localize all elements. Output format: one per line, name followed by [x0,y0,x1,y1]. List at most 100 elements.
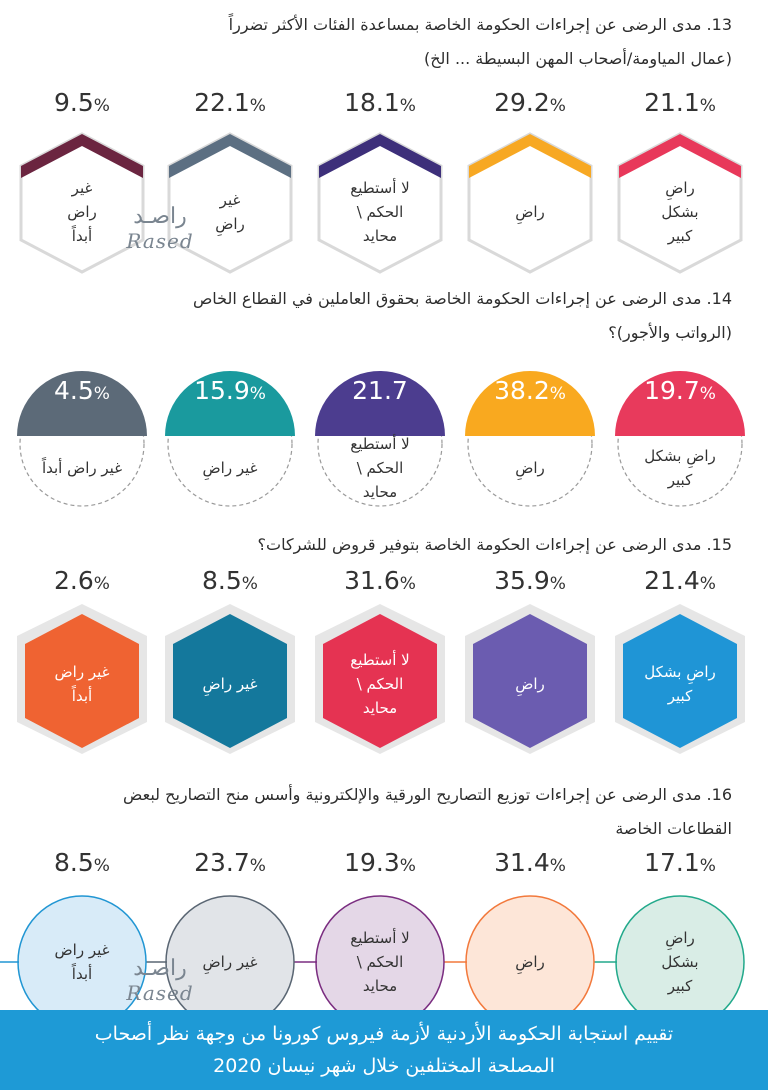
value-label: 19.3% [315,848,445,877]
percent-sign: % [249,384,266,404]
value-label: 8.5% [17,848,147,877]
percent-sign: % [399,856,416,876]
category-label-line: غير [219,191,241,209]
category-label: لا أستطيع الحكم \ محايد [315,176,445,248]
hexagon-shape [173,614,287,748]
category-label-line: أبداً [71,965,93,983]
category-item: 19.7% راضِ بشكل كبير [615,364,745,564]
shape-svg [165,371,295,507]
question-16-title-line1: 16. مدى الرضى عن إجراءات توزيع التصاريح … [123,785,732,804]
category-label-line: الحكم \ [356,675,404,693]
value-label: 23.7% [165,848,295,877]
question-14-chart: 19.7% راضِ بشكل كبير 38.2% راضِ 21.7 لا أستطيع… [0,364,768,564]
hexagon-shape [323,614,437,748]
value-label: 21.4% [615,566,745,595]
category-shape [315,371,445,538]
hexagon-cap [619,134,741,178]
percent-sign: % [93,96,110,116]
value-label: 22.1% [165,88,295,117]
category-label-line: كبير [667,977,693,995]
value-number: 31.4 [494,848,550,877]
category-shape [615,132,745,282]
question-16-title-line2: القطاعات الخاصة [615,819,732,838]
value-number: 9.5 [54,88,94,117]
value-number: 29.2 [494,88,550,117]
category-label: راضِ [465,950,595,974]
value-number: 31.6 [344,566,400,595]
category-label: لا أستطيع الحكم \ محايد [315,432,445,504]
category-item: 29.2% راضِ [465,88,595,288]
category-label: راضِ بشكل كبير [615,926,745,998]
category-label-line: أبداً [71,687,93,705]
footer-line1: تقييم استجابة الحكومة الأردنية لأزمة فير… [94,1023,674,1045]
hexagon-shape [25,614,139,748]
value-number: 23.7 [194,848,250,877]
value-number: 21.4 [644,566,700,595]
category-label: راضِ [465,456,595,480]
category-label-line: كبير [667,687,693,705]
hexagon-cap [21,134,143,178]
category-label: غير راض أبداً [17,660,147,708]
category-shape [465,604,595,754]
category-label: غير راض أبداً [17,176,147,248]
category-item: 9.5% غير راض أبداً [17,88,147,288]
value-label: 18.1% [315,88,445,117]
shape-svg [465,604,595,754]
category-label: غير راض أبداً [17,456,147,480]
category-label-line: لا أستطيع [350,929,410,947]
category-label-line: راضِ [665,179,695,197]
category-shape [165,604,295,754]
category-shape [17,371,147,538]
footer-banner: تقييم استجابة الحكومة الأردنية لأزمة فير… [0,1010,768,1090]
percent-sign: % [93,384,110,404]
category-label-line: غير راضِ [202,675,258,693]
percent-sign: % [241,574,258,594]
value-number: 19.7 [644,376,700,405]
value-label: 21.7 [315,376,445,405]
question-15-title-line1: 15. مدى الرضى عن إجراءات الحكومة الخاصة … [257,535,732,554]
category-label: غير راضِ [165,672,295,696]
value-number: 8.5 [202,566,242,595]
percent-sign: % [249,96,266,116]
percent-sign: % [93,574,110,594]
question-13-title-line1: 13. مدى الرضى عن إجراءات الحكومة الخاصة … [228,15,732,34]
category-label-line: لا أستطيع [350,435,410,453]
shape-svg [315,604,445,754]
category-shape [615,604,745,754]
value-label: 35.9% [465,566,595,595]
category-label-line: الحكم \ [356,459,404,477]
shape-svg [315,371,445,507]
category-shape [615,371,745,538]
percent-sign: % [549,384,566,404]
footer-line2: المصلحة المختلفين خلال شهر نيسان 2020 [213,1055,555,1077]
category-item: 21.7 لا أستطيع الحكم \ محايد [315,364,445,564]
circle-cap [165,371,295,436]
category-label-line: الحكم \ [356,203,404,221]
category-shape [465,132,595,282]
category-item: 21.1% راضِ بشكل كبير [615,88,745,288]
value-number: 17.1 [644,848,700,877]
category-item: 15.9% غير راضِ [165,364,295,564]
value-label: 2.6% [17,566,147,595]
category-label-line: راضِ بشكل [644,663,716,681]
shape-svg [617,132,743,274]
category-shape [315,604,445,754]
rased-watermark-2-arabic: راصـد [133,956,187,981]
category-label-line: أبداً [71,227,93,245]
category-item: 2.6% غير راض أبداً [17,566,147,766]
question-14-title-line1: 14. مدى الرضى عن إجراءات الحكومة الخاصة … [192,289,732,308]
circle-cap [315,371,445,436]
value-label: 9.5% [17,88,147,117]
shape-svg [615,604,745,754]
hexagon-shape [623,614,737,748]
category-item: 18.1% لا أستطيع الحكم \ محايد [315,88,445,288]
category-label-line: بشكل [661,953,699,971]
circle-cap [615,371,745,436]
category-label: غير راضِ [165,950,295,974]
shape-svg [317,132,443,274]
category-label: لا أستطيع الحكم \ محايد [315,648,445,720]
category-label-line: غير راض [54,941,110,959]
category-item: 38.2% راضِ [465,364,595,564]
category-label: راضِ بشكل كبير [615,176,745,248]
category-item: 22.1% غير راضِ [165,88,295,288]
